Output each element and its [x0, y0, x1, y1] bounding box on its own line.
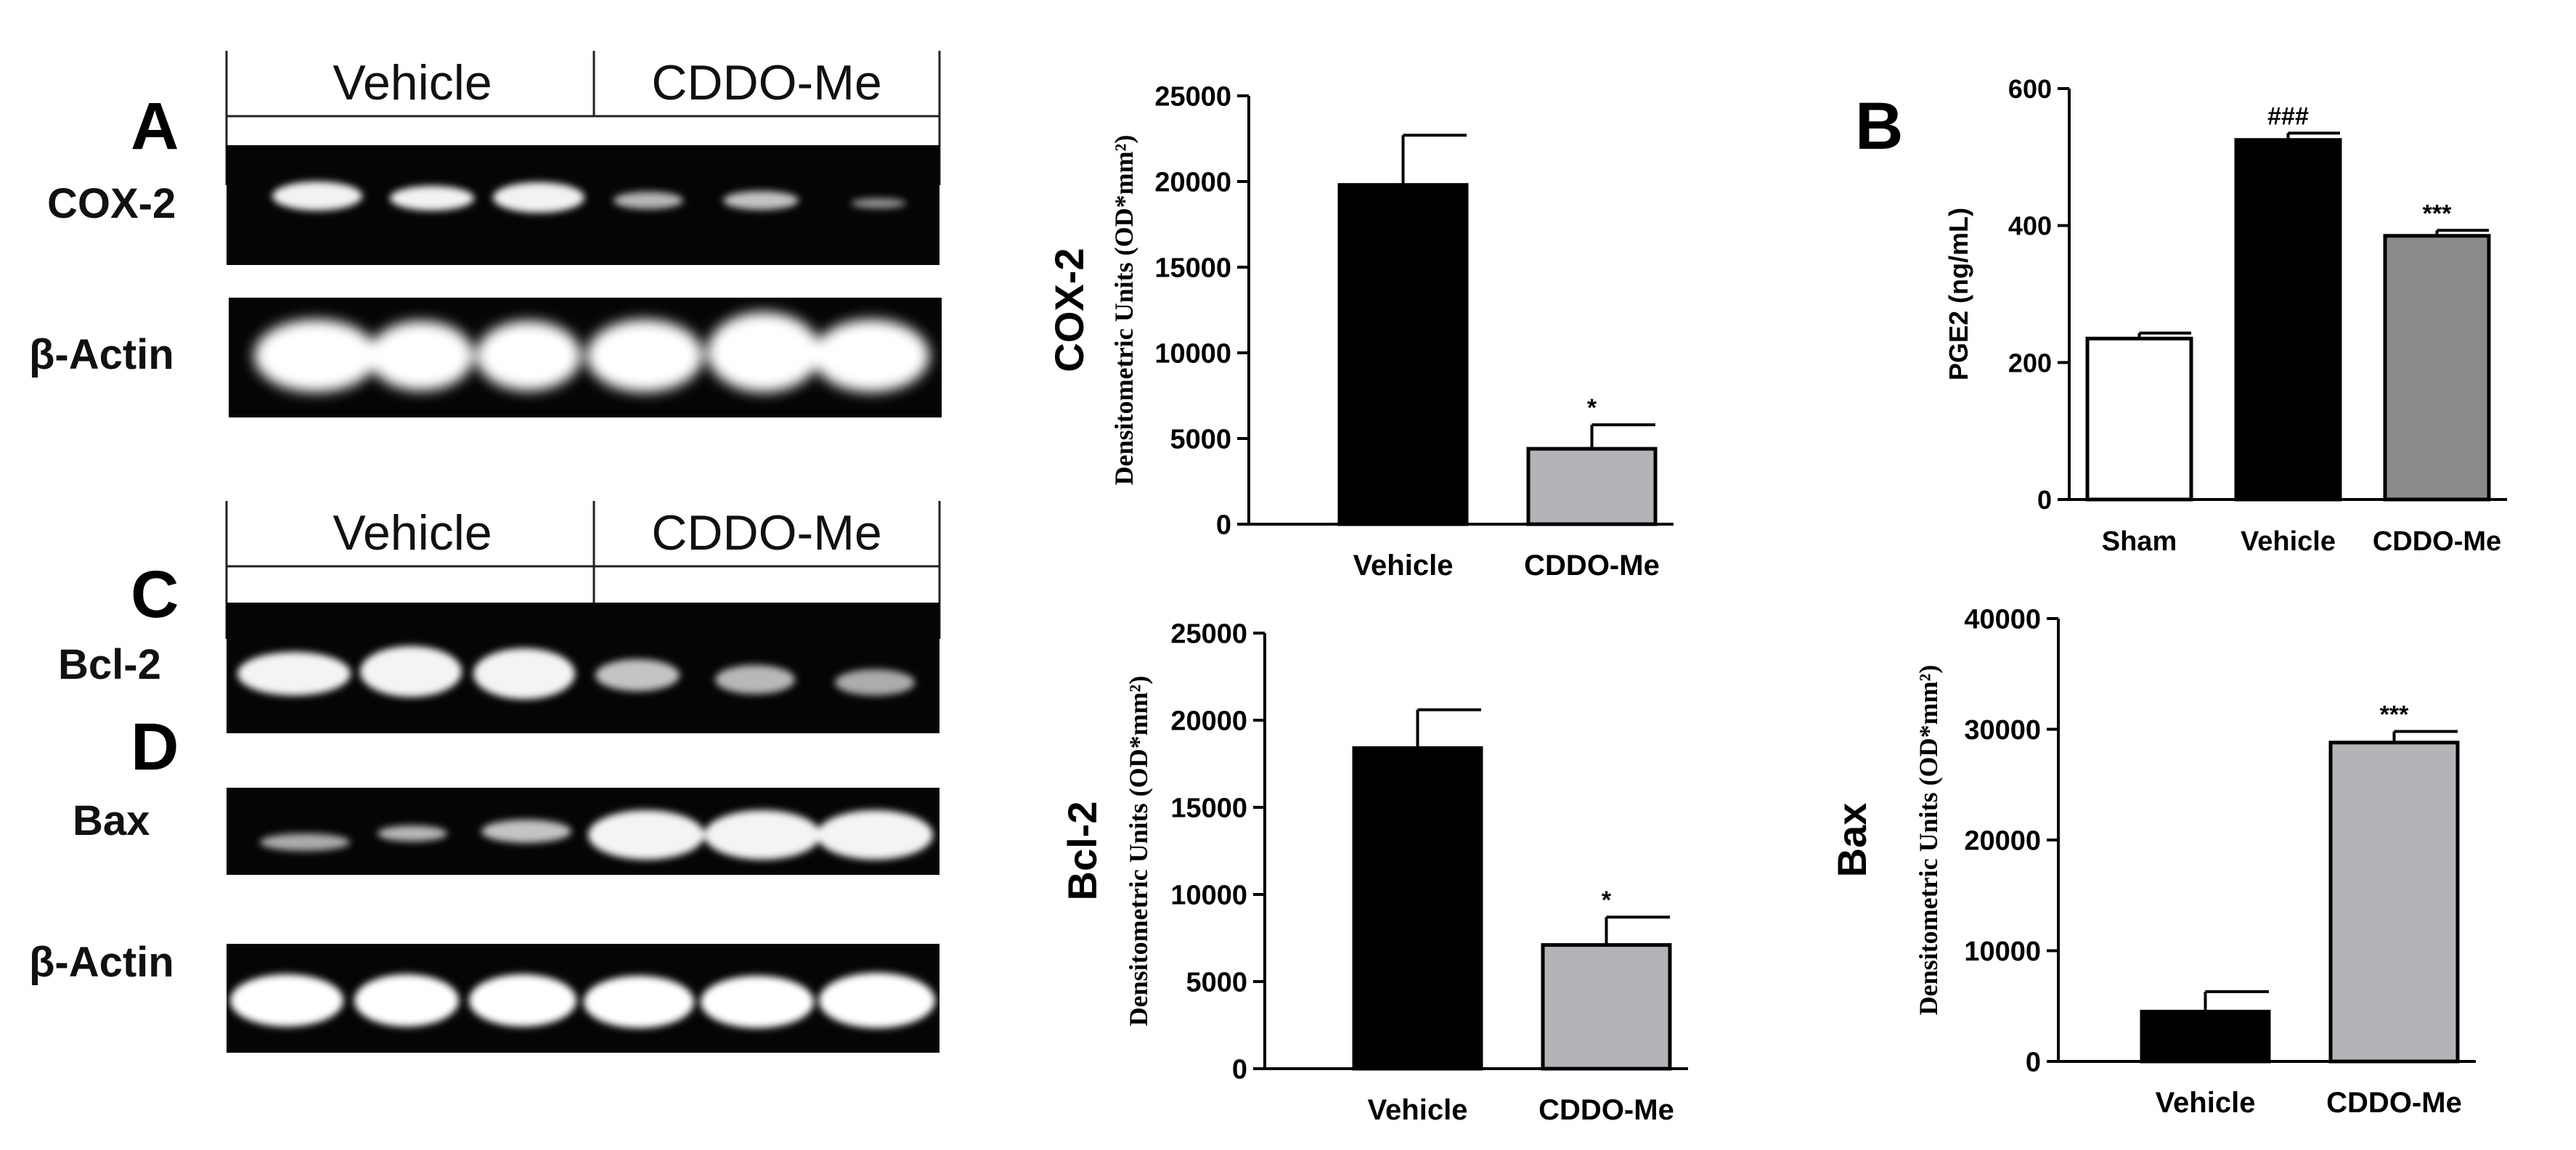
y-tick-label: 15000	[1154, 253, 1231, 284]
blot-bands-cox2	[272, 182, 906, 213]
chart-title: Bax	[1829, 803, 1875, 878]
x-tick-label: Vehicle	[2241, 526, 2336, 557]
chart-title: Bcl-2	[1059, 802, 1105, 901]
panel-letter-d: D	[131, 710, 179, 784]
x-tick-label: CDDO-Me	[2326, 1087, 2462, 1119]
x-tick-label: CDDO-Me	[2373, 526, 2501, 557]
y-tick-label: 200	[2008, 348, 2052, 378]
x-tick-label: Vehicle	[1368, 1094, 1468, 1126]
bar-cddo-me	[2383, 234, 2491, 502]
bar-vehicle	[2140, 1009, 2271, 1064]
x-tick-label: Sham	[2102, 526, 2177, 557]
y-tick-label: 5000	[1186, 968, 1247, 998]
bar-cddo-me	[1541, 943, 1672, 1071]
blot-label-actin-top: β-Actin	[29, 331, 174, 378]
blot-bands-bax	[260, 810, 933, 860]
x-tick-label: Vehicle	[1353, 550, 1454, 582]
significance-marker: ###	[2267, 102, 2309, 130]
y-tick-label: 10000	[1170, 881, 1247, 911]
x-tick-label: CDDO-Me	[1538, 1094, 1674, 1126]
bar-sham	[2085, 336, 2193, 502]
y-tick-label: 0	[1216, 510, 1231, 541]
y-tick-label: 0	[2026, 1048, 2041, 1078]
chart-title: COX-2	[1046, 248, 1092, 372]
blot-top-group-cddo: CDDO-Me	[651, 55, 881, 110]
bar-vehicle	[1337, 183, 1469, 526]
significance-marker: *	[1602, 886, 1612, 914]
y-tick-label: 20000	[1170, 706, 1247, 737]
blot-bottom-group-cddo: CDDO-Me	[651, 505, 881, 560]
chart-pge2: 0 200 400 600 Sham ### Vehicle *** CDDO-Me PGE2 (…	[1944, 74, 2507, 557]
y-axis-label: PGE2 (ng/mL)	[1944, 208, 1973, 380]
y-tick-label: 600	[2008, 74, 2052, 104]
x-tick-label: Vehicle	[2156, 1087, 2256, 1119]
panel-letter-c: C	[131, 558, 179, 632]
y-tick-label: 25000	[1170, 619, 1247, 650]
bar-cddo-me	[1526, 446, 1658, 526]
y-tick-label: 400	[2008, 211, 2052, 241]
y-tick-label: 20000	[1964, 826, 2041, 857]
y-tick-label: 10000	[1964, 937, 2041, 967]
blot-label-bax: Bax	[73, 797, 150, 844]
blot-label-actin-bottom: β-Actin	[29, 939, 174, 986]
panel-letter-b: B	[1855, 89, 1903, 163]
blot-bands-actin-top	[254, 312, 929, 392]
y-tick-label: 20000	[1154, 168, 1231, 198]
y-tick-label: 30000	[1964, 715, 2041, 746]
significance-marker: ***	[2423, 200, 2452, 227]
blot-bands-actin-bottom	[230, 973, 935, 1028]
blot-bottom-group-vehicle: Vehicle	[333, 505, 492, 560]
y-axis-label: Densitometric Units (OD*mm²)	[1914, 665, 1943, 1016]
y-tick-label: 15000	[1170, 794, 1247, 824]
chart-cox2: 0 5000 10000 15000 20000 25000 Vehicle * CDDO-Me…	[1046, 82, 1674, 582]
blot-top-group-vehicle: Vehicle	[333, 55, 492, 110]
panel-letter-a: A	[131, 89, 179, 163]
bar-cddo-me	[2328, 741, 2460, 1064]
y-axis-label: Densitometric Units (OD*mm²)	[1109, 135, 1138, 486]
blot-bands-bcl2	[237, 646, 915, 699]
blot-label-cox2: COX-2	[47, 180, 176, 227]
y-tick-label: 40000	[1964, 605, 2041, 635]
significance-marker: *	[1587, 394, 1597, 422]
bar-vehicle	[2234, 138, 2342, 502]
chart-bax: 0 10000 20000 30000 40000 Vehicle *** CDDO-Me De…	[1829, 605, 2476, 1119]
y-tick-label: 0	[1232, 1055, 1247, 1085]
y-tick-label: 25000	[1154, 82, 1231, 113]
y-axis-label: Densitometric Units (OD*mm²)	[1124, 676, 1153, 1027]
bar-vehicle	[1352, 746, 1483, 1071]
y-tick-label: 10000	[1154, 339, 1231, 370]
significance-marker: ***	[2380, 701, 2409, 729]
chart-bcl2: 0 5000 10000 15000 20000 25000 Vehicle * CDDO-Me…	[1059, 619, 1688, 1126]
x-tick-label: CDDO-Me	[1524, 550, 1660, 582]
y-tick-label: 0	[2037, 485, 2052, 515]
blot-label-bcl2: Bcl-2	[58, 641, 161, 688]
y-tick-label: 5000	[1170, 425, 1231, 455]
